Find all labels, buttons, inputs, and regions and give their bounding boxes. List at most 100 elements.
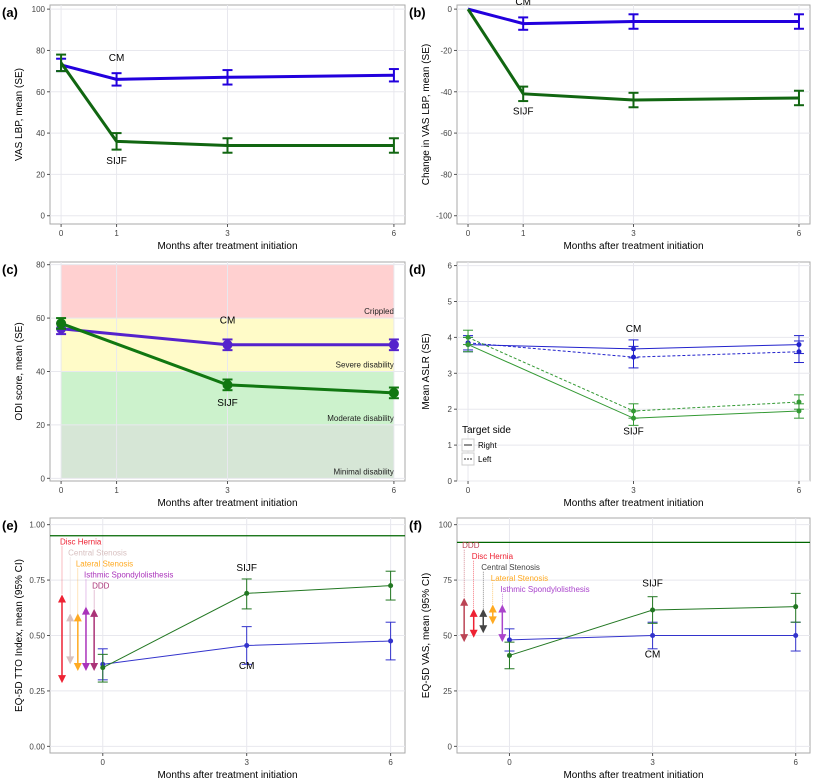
series-label: CM	[645, 650, 661, 661]
x-axis-label: Months after treatment initiation	[563, 498, 703, 509]
data-point	[222, 339, 233, 350]
y-axis-label: Change in VAS LBP, mean (SE)	[421, 44, 432, 185]
arrow-head-up	[73, 613, 82, 622]
y-tick-label: 25	[443, 687, 452, 696]
data-point	[506, 637, 512, 643]
y-tick-label: 0	[448, 742, 453, 751]
panel-label: (f)	[409, 518, 422, 533]
x-tick-label: 0	[466, 229, 471, 238]
arrow-head-down	[90, 662, 99, 671]
y-tick-label: 3	[448, 369, 453, 378]
data-point	[465, 334, 471, 340]
y-tick-label: 1	[448, 441, 453, 450]
y-tick-label: 0	[41, 474, 46, 483]
data-point	[631, 408, 636, 414]
arrow-head-up	[469, 608, 478, 617]
x-tick-label: 0	[101, 758, 106, 767]
data-point	[796, 349, 802, 355]
y-tick-label: 0.75	[29, 576, 45, 585]
y-axis-label: EQ-5D TTO Index, mean (95% CI)	[14, 559, 25, 712]
series-label: CM	[109, 53, 125, 64]
arrow-head-down	[479, 625, 488, 634]
data-point	[793, 633, 799, 638]
arrow-head-up	[90, 608, 99, 617]
y-tick-label: 100	[439, 521, 453, 530]
series-label: SIJF	[513, 107, 534, 118]
x-tick-label: 0	[59, 486, 64, 495]
y-tick-label: 0	[41, 212, 46, 221]
data-point	[796, 408, 802, 414]
series-label: SIJF	[236, 563, 257, 574]
y-tick-label: 5	[448, 297, 453, 306]
data-point	[650, 607, 656, 613]
panel-label: (b)	[409, 5, 426, 20]
series-label: SIJF	[642, 579, 663, 590]
band-label: Minimal disability	[333, 467, 393, 476]
arrow-head-up	[488, 604, 497, 613]
y-tick-label: 0	[448, 5, 453, 14]
x-tick-label: 1	[521, 229, 526, 238]
data-point	[650, 633, 656, 638]
x-axis-label: Months after treatment initiation	[157, 498, 297, 509]
data-point	[56, 318, 67, 329]
y-tick-label: 4	[448, 333, 453, 342]
panel-b: 0 -20 -40 -60 -80 -100 0 1 3 6 Months after treatm…	[409, 0, 811, 252]
arrow-head-down	[469, 629, 478, 638]
y-tick-label: 0.00	[29, 742, 45, 751]
panel-e: 0.00 0.25 0.50 0.75 1.00 0 3 6 Months after trea…	[2, 517, 406, 780]
x-tick-label: 0	[507, 758, 512, 767]
series-label: SIJF	[623, 426, 644, 437]
series-label: CM	[515, 0, 531, 8]
y-tick-label: 2	[448, 405, 453, 414]
arrow-label: Isthmic Spondylolisthesis	[500, 585, 589, 594]
x-tick-label: 6	[388, 758, 393, 767]
arrow-head-up	[460, 597, 469, 606]
band-label: Moderate disability	[327, 414, 394, 423]
x-tick-label: 3	[244, 758, 249, 767]
arrow-head-down	[460, 634, 469, 643]
x-tick-label: 0	[59, 229, 64, 238]
x-axis-label: Months after treatment initiation	[563, 770, 703, 780]
y-tick-label: 6	[448, 262, 453, 271]
x-tick-label: 1	[114, 486, 119, 495]
data-point	[796, 399, 802, 405]
panel-label: (d)	[409, 262, 426, 277]
y-tick-label: -80	[440, 170, 452, 179]
arrow-label: Isthmic Spondylolisthesis	[84, 570, 173, 579]
data-point	[244, 590, 250, 596]
arrow-label: Lateral Stenosis	[76, 559, 133, 568]
panel-label: (a)	[2, 5, 18, 20]
x-tick-label: 6	[797, 486, 802, 495]
y-tick-label: 80	[36, 261, 45, 270]
arrow-label: Central Stenosis	[481, 563, 540, 572]
x-axis-label: Months after treatment initiation	[157, 770, 297, 780]
x-tick-label: 1	[114, 229, 119, 238]
y-tick-label: 100	[32, 5, 46, 14]
arrow-head-up	[498, 604, 507, 613]
y-tick-label: -40	[440, 88, 452, 97]
arrow-head-down	[488, 616, 497, 625]
panel-d: 0 1 2 3 4 5 6 0 3 6 Months after treatment initiat…	[409, 261, 811, 509]
y-tick-label: 1.00	[29, 521, 45, 530]
data-point	[506, 652, 512, 658]
arrow-head-up	[479, 608, 488, 617]
arrow-label: Central Stenosis	[68, 548, 127, 557]
x-tick-label: 6	[392, 486, 397, 495]
x-axis-label: Months after treatment initiation	[563, 241, 703, 252]
arrow-head-down	[81, 662, 90, 671]
y-tick-label: 0	[448, 477, 453, 486]
panel-label: (e)	[2, 518, 18, 533]
series-label: CM	[239, 661, 255, 672]
series-label: SIJF	[106, 156, 127, 167]
x-tick-label: 3	[631, 486, 636, 495]
y-tick-label: 20	[36, 170, 45, 179]
y-axis-label: EQ-5D VAS, mean (95% CI)	[421, 573, 432, 698]
arrow-head-up	[57, 594, 66, 603]
y-tick-label: 20	[36, 421, 45, 430]
band-label: Severe disability	[336, 361, 394, 370]
series-line	[466, 8, 799, 102]
arrow-head-down	[66, 656, 75, 665]
x-tick-label: 6	[793, 758, 798, 767]
data-point	[388, 339, 399, 350]
